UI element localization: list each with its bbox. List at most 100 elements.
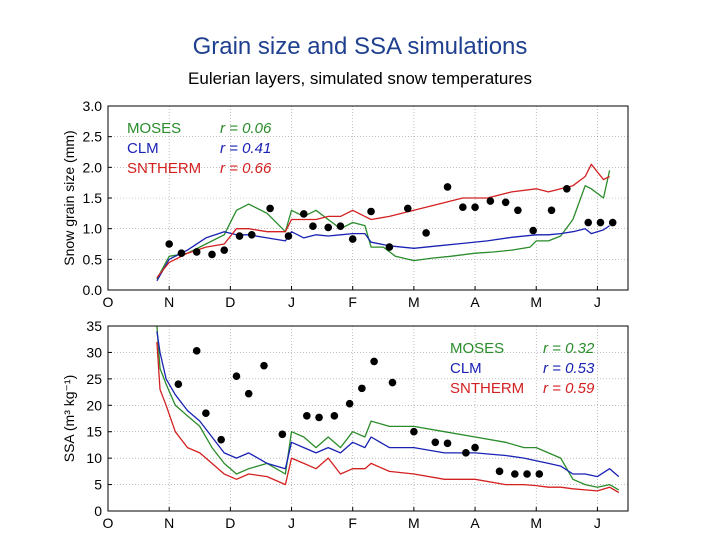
grain-legend-sntherm: SNTHERM xyxy=(127,160,201,177)
ssa-xtick-label: F xyxy=(348,515,357,531)
ssa-obs-point xyxy=(244,389,253,398)
grain-obs-point xyxy=(584,218,593,227)
grain-obs-point xyxy=(501,198,510,207)
ssa-ytick-label: 30 xyxy=(86,344,102,360)
grain-xtick-label: M xyxy=(530,294,542,310)
ssa-ytick-label: 10 xyxy=(86,450,102,466)
grain-obs-point xyxy=(177,249,186,257)
grain-line-sntherm xyxy=(156,163,610,279)
grain-obs-point xyxy=(529,226,537,235)
ssa-obs-point xyxy=(192,347,201,355)
ssa-xtick-label: J xyxy=(594,515,601,531)
ssa-plot-frame xyxy=(107,325,629,512)
ssa-panel: 0 5 10 15 20 25 30 35 O N D J F M A M J SSA (m³ kg⁻¹) MOSE… xyxy=(61,318,629,531)
ssa-legend-r-clm: r = 0.53 xyxy=(543,360,595,377)
grain-xtick-label: M xyxy=(408,294,420,310)
ssa-line-sntherm xyxy=(156,341,620,494)
grain-legend-r-sntherm: r = 0.66 xyxy=(220,160,272,177)
grain-xtick-label: J xyxy=(288,294,295,310)
grain-obs-point xyxy=(459,203,467,211)
ssa-ylabel: SSA (m³ kg⁻¹) xyxy=(61,375,77,463)
ssa-legend-r-moses: r = 0.32 xyxy=(543,340,595,357)
grain-obs-point xyxy=(324,223,333,232)
grain-obs-point xyxy=(422,229,430,237)
grain-obs-point xyxy=(266,204,274,213)
ssa-line-moses xyxy=(156,325,620,491)
grain-obs-point xyxy=(596,218,605,227)
grain-obs-point xyxy=(367,207,375,216)
ssa-obs-point xyxy=(511,470,519,478)
grain-legend-clm: CLM xyxy=(127,140,159,157)
grain-xtick-label: A xyxy=(470,294,480,310)
grain-ytick-label: 0.0 xyxy=(83,282,103,298)
grain-xtick-label: D xyxy=(225,294,235,310)
ssa-obs-point xyxy=(471,443,479,452)
grain-obs-point xyxy=(443,183,452,191)
grain-obs-point xyxy=(336,222,345,231)
grain-obs-point xyxy=(235,232,244,240)
ssa-legend-moses: MOSES xyxy=(450,340,504,357)
grain-legend-r-moses: r = 0.06 xyxy=(220,120,272,137)
ssa-obs-point xyxy=(278,430,287,439)
grain-obs-point xyxy=(348,235,357,243)
ssa-ytick-label: 15 xyxy=(86,424,102,440)
grain-xtick-label: N xyxy=(164,294,174,310)
ssa-legend-sntherm: SNTHERM xyxy=(450,380,524,397)
ssa-obs-point xyxy=(174,380,183,388)
ssa-legend-clm: CLM xyxy=(450,360,482,377)
grain-obs-point xyxy=(385,243,394,251)
grain-ylabel: Snow grain size (mm) xyxy=(61,130,77,265)
ssa-ytick-label: 5 xyxy=(94,477,102,493)
grain-ytick-label: 1.5 xyxy=(83,190,103,206)
ssa-xtick-label: N xyxy=(164,515,174,531)
ssa-obs-point xyxy=(431,438,440,447)
grain-obs-point xyxy=(608,218,617,227)
ssa-xtick-label: J xyxy=(288,515,295,531)
ssa-obs-point xyxy=(388,378,397,387)
ssa-obs-point xyxy=(358,384,366,393)
grain-ytick-label: 1.0 xyxy=(83,221,103,237)
ssa-obs-point xyxy=(410,427,418,436)
ssa-line-clm xyxy=(156,331,620,478)
grain-obs-point xyxy=(514,206,522,215)
grain-obs-point xyxy=(220,246,229,254)
slide-title: Grain size and SSA simulations xyxy=(192,33,528,60)
ssa-xtick-label: A xyxy=(470,515,480,531)
grain-ytick-label: 3.0 xyxy=(83,98,103,114)
grain-size-panel: 0.0 0.5 1.0 1.5 2.0 2.5 3.0 O N D J F M A M J Snow grain… xyxy=(61,98,629,310)
ssa-ytick-label: 35 xyxy=(86,318,102,334)
ssa-ytick-label: 0 xyxy=(94,503,102,519)
ssa-legend-r-sntherm: r = 0.59 xyxy=(543,380,595,397)
ssa-obs-point xyxy=(495,467,504,476)
ssa-xtick-label: O xyxy=(103,515,114,531)
grain-ytick-label: 2.5 xyxy=(83,129,103,145)
ssa-obs-point xyxy=(462,449,470,457)
ssa-obs-point xyxy=(217,435,225,444)
grain-xtick-label: F xyxy=(348,294,357,310)
grain-ytick-label: 0.5 xyxy=(83,251,103,267)
ssa-obs-point xyxy=(443,439,452,448)
slide-subtitle: Eulerian layers, simulated snow temperat… xyxy=(188,69,532,88)
grain-obs-point xyxy=(471,203,479,211)
grain-obs-point xyxy=(563,185,571,193)
ssa-obs-point xyxy=(370,357,378,366)
ssa-obs-point xyxy=(315,413,323,422)
grain-ytick-label: 2.0 xyxy=(83,159,103,175)
ssa-obs-point xyxy=(260,361,268,370)
grain-legend-r-clm: r = 0.41 xyxy=(220,140,271,157)
grain-obs-point xyxy=(299,210,308,218)
ssa-obs-point xyxy=(535,470,544,478)
ssa-obs-point xyxy=(202,409,210,418)
grain-legend-moses: MOSES xyxy=(127,120,181,137)
ssa-ytick-label: 20 xyxy=(86,397,102,413)
ssa-obs-point xyxy=(303,412,311,420)
grain-xtick-label: J xyxy=(594,294,601,310)
grain-obs-point xyxy=(284,232,293,240)
ssa-obs-point xyxy=(345,399,354,408)
grain-obs-point xyxy=(208,250,216,259)
grain-xtick-label: O xyxy=(103,294,114,310)
grain-obs-point xyxy=(192,248,201,256)
ssa-xtick-label: D xyxy=(225,515,235,531)
